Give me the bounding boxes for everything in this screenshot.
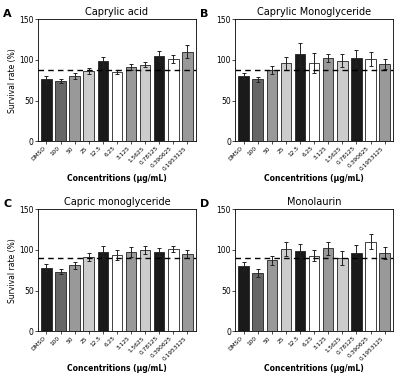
Y-axis label: Survival rate (%): Survival rate (%) (8, 238, 16, 302)
X-axis label: Concentritions (µg/mL): Concentritions (µg/mL) (67, 174, 167, 183)
Bar (41, 79, 52, 141)
Bar (281, 249, 291, 331)
Bar (168, 249, 178, 331)
Title: Caprylic acid: Caprylic acid (85, 7, 148, 17)
Bar (98, 62, 108, 141)
Bar (238, 266, 249, 331)
Bar (182, 52, 193, 141)
Bar (365, 242, 376, 331)
Bar (351, 58, 362, 141)
Bar (84, 257, 94, 331)
Bar (84, 71, 94, 141)
Bar (55, 81, 66, 141)
X-axis label: Concentritions (µg/mL): Concentritions (µg/mL) (264, 364, 364, 373)
Bar (238, 76, 249, 141)
Y-axis label: Survival rate (%): Survival rate (%) (8, 48, 16, 112)
Text: D: D (200, 200, 210, 209)
Bar (126, 67, 136, 141)
Bar (309, 63, 319, 141)
Bar (98, 252, 108, 331)
Bar (41, 268, 52, 331)
X-axis label: Concentritions (µg/mL): Concentritions (µg/mL) (264, 174, 364, 183)
Title: Monolaurin: Monolaurin (287, 197, 341, 207)
Bar (295, 251, 305, 331)
Bar (337, 61, 348, 141)
Bar (112, 72, 122, 141)
Bar (266, 70, 277, 141)
Title: Capric monoglyceride: Capric monoglyceride (64, 197, 170, 207)
Bar (126, 252, 136, 331)
Bar (252, 274, 263, 331)
Bar (55, 272, 66, 331)
Bar (154, 252, 164, 331)
Bar (154, 56, 164, 141)
Bar (112, 255, 122, 331)
Bar (351, 253, 362, 331)
Bar (266, 260, 277, 331)
Bar (252, 79, 263, 141)
Bar (69, 76, 80, 141)
Bar (323, 58, 334, 141)
Bar (379, 253, 390, 331)
Bar (168, 59, 178, 141)
Bar (140, 250, 150, 331)
Title: Caprylic Monoglyceride: Caprylic Monoglyceride (257, 7, 371, 17)
Bar (309, 255, 319, 331)
Bar (140, 65, 150, 141)
Bar (295, 54, 305, 141)
Bar (337, 258, 348, 331)
Bar (379, 64, 390, 141)
Text: C: C (3, 200, 11, 209)
Bar (365, 59, 376, 141)
Text: A: A (3, 10, 12, 19)
Bar (69, 265, 80, 331)
X-axis label: Concentritions (µg/mL): Concentritions (µg/mL) (67, 364, 167, 373)
Text: B: B (200, 10, 209, 19)
Bar (323, 248, 334, 331)
Bar (182, 254, 193, 331)
Bar (281, 63, 291, 141)
